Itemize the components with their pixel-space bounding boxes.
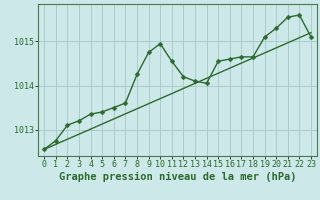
X-axis label: Graphe pression niveau de la mer (hPa): Graphe pression niveau de la mer (hPa): [59, 172, 296, 182]
